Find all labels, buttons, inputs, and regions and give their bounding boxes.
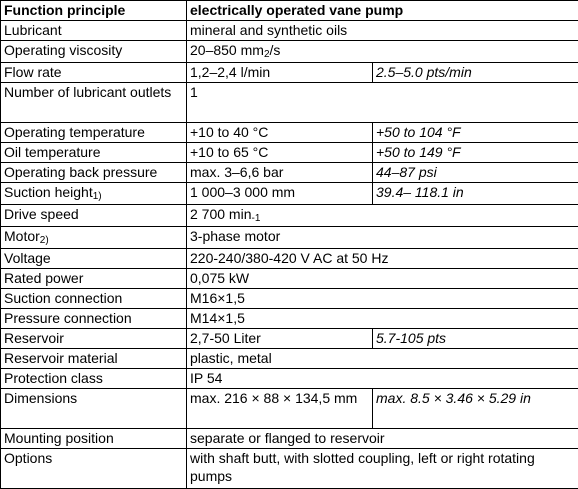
row-label: Voltage [1, 249, 187, 269]
row-label: Options [1, 449, 187, 489]
row-imperial-value: 44–87 psi [373, 163, 578, 183]
row-value: 220-240/380-420 V AC at 50 Hz [187, 249, 578, 269]
row-label: Reservoir [1, 329, 187, 349]
table-row: Oil temperature +10 to 65 °C +50 to 149 … [1, 143, 578, 163]
row-imperial-value: +50 to 104 °F [373, 123, 578, 143]
row-label: Number of lubricant outlets [1, 83, 187, 123]
table-row: Flow rate 1,2–2,4 l/min 2.5–5.0 pts/min [1, 63, 578, 83]
row-metric-value: +10 to 40 °C [187, 123, 373, 143]
row-metric-value: 1 000–3 000 mm [187, 183, 373, 205]
row-value: mineral and synthetic oils [187, 21, 578, 41]
row-value: 2 700 min-1 [187, 205, 578, 227]
table-row: Motor2) 3-phase motor [1, 227, 578, 249]
footnote-marker: 2) [40, 235, 49, 246]
row-metric-value: max. 216 × 88 × 134,5 mm [187, 389, 373, 429]
row-metric-value: +10 to 65 °C [187, 143, 373, 163]
viscosity-value: 20–850 mm [190, 42, 264, 58]
row-label: Reservoir material [1, 349, 187, 369]
table-row: Reservoir material plastic, metal [1, 349, 578, 369]
row-label: Oil temperature [1, 143, 187, 163]
row-value: 3-phase motor [187, 227, 578, 249]
row-metric-value: 2,7-50 Liter [187, 329, 373, 349]
header-value-cell: electrically operated vane pump [187, 1, 578, 21]
table-row: Reservoir 2,7-50 Liter 5.7-105 pts [1, 329, 578, 349]
table-row: Protection class IP 54 [1, 369, 578, 389]
table-row: Drive speed 2 700 min-1 [1, 205, 578, 227]
row-value: 20–850 mm2/s [187, 41, 578, 63]
table-row: Suction connection M16×1,5 [1, 289, 578, 309]
row-imperial-value: 5.7-105 pts [373, 329, 578, 349]
row-value: separate or flanged to reservoir [187, 429, 578, 449]
suction-height-label: Suction height [4, 184, 93, 200]
table-row: Voltage 220-240/380-420 V AC at 50 Hz [1, 249, 578, 269]
table-row: Operating temperature +10 to 40 °C +50 t… [1, 123, 578, 143]
table-row: Lubricant mineral and synthetic oils [1, 21, 578, 41]
table-row: Suction height1) 1 000–3 000 mm 39.4– 11… [1, 183, 578, 205]
table-row: Options with shaft butt, with slotted co… [1, 449, 578, 489]
row-value: 1 [187, 83, 578, 123]
row-value: IP 54 [187, 369, 578, 389]
row-value: M16×1,5 [187, 289, 578, 309]
row-imperial-value: max. 8.5 × 3.46 × 5.29 in [373, 389, 578, 429]
table-row: Mounting position separate or flanged to… [1, 429, 578, 449]
motor-label: Motor [4, 228, 40, 244]
row-label: Suction height1) [1, 183, 187, 205]
row-label: Rated power [1, 269, 187, 289]
row-metric-value: max. 3–6,6 bar [187, 163, 373, 183]
table-row: Rated power 0,075 kW [1, 269, 578, 289]
table-row: Operating viscosity 20–850 mm2/s [1, 41, 578, 63]
row-label: Protection class [1, 369, 187, 389]
table-row: Operating back pressure max. 3–6,6 bar 4… [1, 163, 578, 183]
drive-speed-exponent: -1 [251, 213, 260, 224]
viscosity-exponent: 2 [264, 49, 270, 60]
row-value: M14×1,5 [187, 309, 578, 329]
drive-speed-value: 2 700 min [190, 206, 251, 222]
row-label: Suction connection [1, 289, 187, 309]
row-imperial-value: 2.5–5.0 pts/min [373, 63, 578, 83]
row-label: Flow rate [1, 63, 187, 83]
table-row: Number of lubricant outlets 1 [1, 83, 578, 123]
footnote-marker: 1) [93, 191, 102, 202]
row-label: Dimensions [1, 389, 187, 429]
row-label: Drive speed [1, 205, 187, 227]
row-label: Mounting position [1, 429, 187, 449]
viscosity-unit-tail: /s [270, 42, 281, 58]
row-metric-value: 1,2–2,4 l/min [187, 63, 373, 83]
header-label-cell: Function principle [1, 1, 187, 21]
row-imperial-value: 39.4– 118.1 in [373, 183, 578, 205]
row-value: 0,075 kW [187, 269, 578, 289]
table-header-row: Function principle electrically operated… [1, 1, 578, 21]
row-label: Motor2) [1, 227, 187, 249]
row-label: Pressure connection [1, 309, 187, 329]
table-row: Dimensions max. 216 × 88 × 134,5 mm max.… [1, 389, 578, 429]
row-label: Lubricant [1, 21, 187, 41]
row-label: Operating viscosity [1, 41, 187, 63]
row-value: with shaft butt, with slotted coupling, … [187, 449, 578, 489]
row-label: Operating back pressure [1, 163, 187, 183]
row-label: Operating temperature [1, 123, 187, 143]
row-value: plastic, metal [187, 349, 578, 369]
table-row: Pressure connection M14×1,5 [1, 309, 578, 329]
row-imperial-value: +50 to 149 °F [373, 143, 578, 163]
